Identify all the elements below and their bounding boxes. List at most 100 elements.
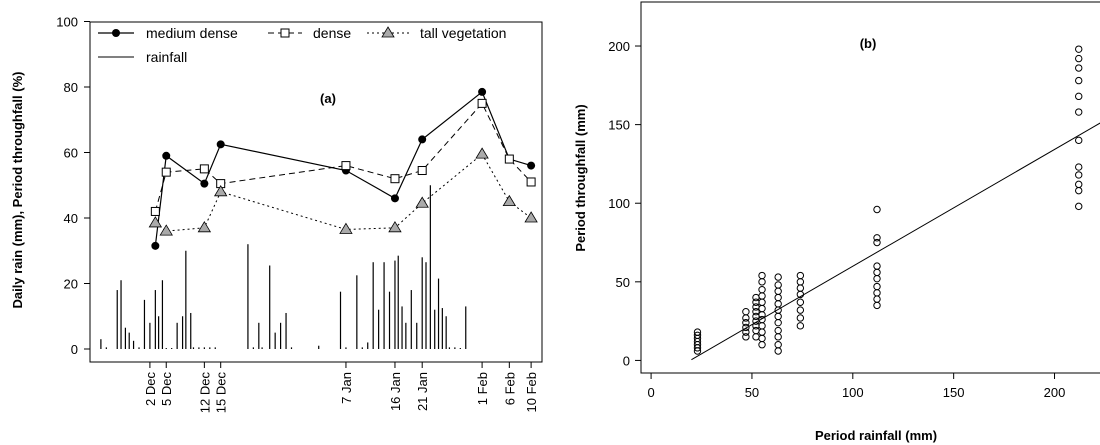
panel-a-x-axis: 2 Dec 5 Dec 12 Dec 15 Dec 7 Jan 16 Jan 21 Jan 1… (143, 362, 539, 413)
scatter-point (873, 289, 881, 297)
panel-b-y-tick-label: 0 (623, 353, 630, 368)
throughfall-lines (154, 90, 532, 246)
point-tall-vegetation (339, 222, 353, 234)
panel-b-x-axis: 0 50 100 150 200 (647, 373, 1065, 400)
point-dense (341, 161, 351, 171)
scatter-point (1075, 54, 1083, 63)
scatter-point (796, 284, 805, 292)
scatter-point (693, 328, 702, 336)
scatter-point (774, 300, 782, 308)
regression-line-path (691, 122, 1100, 361)
scatter-point (796, 306, 805, 314)
panel-a-y-tick-label: 100 (56, 15, 78, 30)
scatter-point (873, 282, 881, 291)
scatter-point (873, 301, 881, 310)
scatter-point (873, 268, 881, 277)
scatter-point (758, 328, 766, 336)
scatter-point (752, 293, 760, 302)
scatter-point (1075, 171, 1083, 179)
panel-b-y-tick-label: 200 (608, 39, 630, 54)
panel-a-x-tick-label: 6 Feb (502, 372, 517, 405)
panel-a-chart: 0 20 40 60 80 100 2 Dec 5 Dec 12 Dec 15 Dec 7 Jan… (10, 15, 543, 413)
point-medium-dense (390, 194, 399, 203)
panel-a-x-tick-label: 7 Jan (339, 372, 354, 404)
panel-a-x-tick-label: 10 Feb (524, 372, 539, 412)
scatter-point (742, 323, 750, 332)
scatter-point (796, 278, 805, 286)
point-tall-vegetation (197, 221, 212, 233)
point-tall-vegetation (148, 216, 163, 228)
point-tall-vegetation (388, 221, 402, 233)
point-dense (390, 174, 400, 184)
point-tall-vegetation (213, 185, 228, 197)
panel-a-x-tick-label: 16 Jan (388, 372, 403, 411)
legend: medium dense dense tall vegetation rainf… (98, 25, 506, 65)
scatter-point (774, 281, 782, 289)
panel-a-y-tick-label: 60 (64, 146, 78, 161)
scatter-point (752, 333, 760, 341)
series-line-dense (154, 102, 532, 212)
panel-a-y-tick-label: 80 (64, 80, 78, 95)
scatter-point (873, 234, 881, 242)
panel-b-y-axis-label: Period throughfall (mm) (573, 104, 588, 251)
scatter-point (774, 293, 782, 302)
scatter-point (758, 311, 766, 319)
panel-b-frame (640, 1, 1100, 374)
panel-b-x-tick-label: 100 (842, 385, 864, 400)
scatter-point (758, 304, 766, 313)
scatter-point (774, 341, 782, 349)
series-line-tall-vegetation (155, 153, 532, 232)
point-tall-vegetation (475, 147, 489, 159)
point-medium-dense (527, 161, 536, 170)
scatter-point (742, 333, 750, 341)
scatter-point (758, 322, 766, 330)
panel-b-chart: 0 50 100 150 200 0 50 100 150 200 Period through… (573, 1, 1100, 443)
scatter-point (873, 274, 881, 283)
panel-a-label: (a) (320, 91, 336, 106)
scatter-point (1075, 76, 1083, 85)
scatter-point (873, 238, 881, 247)
scatter-point (693, 331, 702, 339)
scatter-point (742, 307, 750, 316)
panel-b-y-tick-label: 50 (616, 275, 630, 290)
scatter-point (774, 287, 782, 295)
legend-marker-tall-vegetation (381, 26, 395, 38)
scatter-point (873, 295, 881, 303)
panel-a-x-tick-label: 1 Feb (475, 372, 490, 405)
scatter-point (774, 312, 782, 321)
point-dense (477, 98, 487, 108)
panel-a-x-tick-label: 12 Dec (197, 372, 212, 414)
panel-b-y-axis: 0 50 100 150 200 (608, 39, 641, 368)
panel-a-y-axis: 0 20 40 60 80 100 (56, 15, 90, 357)
scatter-point (758, 334, 766, 343)
scatter-point (774, 326, 782, 335)
point-tall-vegetation (524, 211, 538, 223)
point-medium-dense (162, 151, 171, 160)
scatter-point (758, 341, 766, 349)
point-medium-dense (418, 135, 427, 144)
scatter-point (796, 314, 805, 322)
panel-a-y-axis-label: Daily rain (mm), Period throughfall (%) (10, 72, 25, 309)
panel-a-y-tick-label: 0 (71, 342, 78, 357)
point-tall-vegetation (502, 194, 517, 207)
panel-a-x-tick-label: 15 Dec (214, 372, 229, 414)
scatter-point (1075, 92, 1083, 101)
panel-b-x-axis-label: Period rainfall (mm) (815, 428, 937, 443)
panel-a-x-tick-label: 2 Dec (143, 372, 158, 406)
scatter-point (774, 306, 782, 314)
point-dense (161, 167, 171, 177)
scatter-point (1075, 45, 1083, 53)
scatter-point (774, 333, 782, 341)
scatter-point (796, 271, 805, 280)
scatter-point (758, 271, 766, 280)
panel-b-y-tick-label: 150 (608, 118, 630, 133)
point-medium-dense (216, 140, 225, 149)
series-line-medium-dense (154, 90, 532, 246)
scatter-points (693, 45, 1083, 355)
legend-label-rainfall: rainfall (146, 49, 187, 65)
scatter-point (742, 318, 750, 327)
point-medium-dense (200, 179, 209, 188)
scatter-point (1075, 108, 1083, 116)
point-dense (504, 154, 514, 164)
